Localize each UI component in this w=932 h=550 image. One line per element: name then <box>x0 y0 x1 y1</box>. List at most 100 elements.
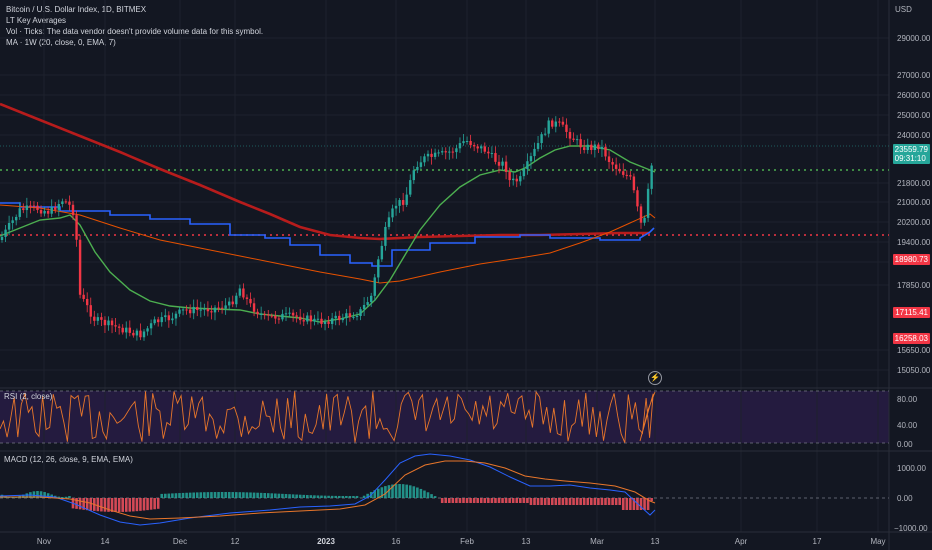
time-axis-label: 14 <box>100 537 110 546</box>
macd-histogram-bar <box>377 488 380 498</box>
candle-up <box>192 306 195 314</box>
time-axis-label: 13 <box>521 537 531 546</box>
candle-down <box>590 144 593 150</box>
price-tag-value: 16258.03 <box>894 334 928 343</box>
candle-up <box>426 153 430 157</box>
candle-up <box>96 317 100 321</box>
macd-axis-neg1000: −1000.00 <box>894 524 928 533</box>
candle-up <box>359 309 362 317</box>
price-marker-tag: 16258.03 <box>892 333 930 344</box>
lightning-icon[interactable]: ⚡ <box>648 371 662 385</box>
macd-histogram-bar <box>181 492 185 498</box>
macd-histogram-bar <box>291 494 295 498</box>
macd-histogram-bar <box>629 498 632 510</box>
candle-down <box>217 307 220 309</box>
candle-down <box>515 178 518 182</box>
indicator-lt-key-averages[interactable]: LT Key Averages <box>6 16 67 25</box>
macd-histogram-bar <box>607 498 611 505</box>
macd-histogram-bar <box>391 484 394 498</box>
candle-up <box>160 317 163 323</box>
macd-histogram-bar <box>313 495 316 498</box>
price-axis-label: 15050.00 <box>897 366 931 375</box>
candle-down <box>632 176 636 191</box>
candle-up <box>238 288 242 296</box>
candle-down <box>579 139 582 148</box>
candle-up <box>259 314 263 316</box>
candle-up <box>543 133 547 135</box>
candle-down <box>611 162 614 165</box>
candle-up <box>437 152 440 154</box>
candle-up <box>281 313 284 320</box>
macd-histogram-bar <box>156 498 160 509</box>
time-axis-label: 13 <box>650 537 660 546</box>
candle-up <box>334 315 337 319</box>
ma-orange-line <box>0 204 656 284</box>
macd-histogram-bar <box>355 495 359 498</box>
candle-up <box>593 144 597 150</box>
candle-down <box>494 153 497 162</box>
macd-histogram-bar <box>82 498 85 510</box>
macd-histogram-bar <box>462 498 465 503</box>
candle-down <box>299 316 302 321</box>
candle-down <box>231 301 234 305</box>
candle-down <box>114 325 117 327</box>
candle-up <box>57 204 60 210</box>
macd-histogram-bar <box>327 495 330 498</box>
candle-down <box>302 320 305 322</box>
rsi-line <box>0 390 656 443</box>
macd-histogram-bar <box>543 498 547 505</box>
candle-up <box>416 166 419 171</box>
indicator-volume[interactable]: Vol · Ticks: The data vendor doesn't pro… <box>6 27 264 36</box>
macd-histogram-bar <box>405 484 408 498</box>
macd-histogram-bar <box>540 498 543 505</box>
macd-histogram-bar <box>266 493 270 498</box>
macd-histogram-bar <box>124 498 128 512</box>
candle-up <box>480 146 483 149</box>
candle-down <box>614 164 618 169</box>
macd-line <box>0 453 656 526</box>
candle-up <box>125 327 128 333</box>
price-axis-label: 17850.00 <box>897 281 931 290</box>
macd-histogram-bar <box>352 495 355 498</box>
candle-down <box>469 140 472 146</box>
macd-histogram-bar <box>277 493 281 498</box>
macd-histogram-bar <box>245 492 249 498</box>
candle-up <box>462 141 465 144</box>
time-axis-label: Feb <box>460 537 474 546</box>
candle-down <box>309 315 313 322</box>
candle-down <box>568 131 572 139</box>
macd-title[interactable]: MACD (12, 26, close, 9, EMA, EMA) <box>4 455 133 464</box>
macd-histogram-bar <box>522 498 526 503</box>
candle-down <box>32 205 36 207</box>
candle-up <box>380 245 384 260</box>
rsi-title[interactable]: RSI (2, close) <box>4 392 53 401</box>
macd-histogram-bar <box>416 487 419 498</box>
price-tag-value: 18980.73 <box>894 255 928 264</box>
macd-histogram-bar <box>458 498 462 503</box>
candle-up <box>455 148 458 153</box>
symbol-title[interactable]: Bitcoin / U.S. Dollar Index, 1D, BITMEX <box>6 5 147 14</box>
time-axis-label: Nov <box>36 537 52 546</box>
candle-down <box>242 288 245 298</box>
macd-histogram-bar <box>238 492 242 498</box>
macd-histogram-bar <box>533 498 536 505</box>
currency-label[interactable]: USD <box>895 5 912 14</box>
candle-up <box>330 318 334 324</box>
price-axis-label: 24000.00 <box>897 131 931 140</box>
macd-histogram-bar <box>103 498 107 512</box>
macd-histogram-bar <box>75 498 78 509</box>
macd-histogram-bar <box>142 498 146 511</box>
candle-down <box>277 318 281 320</box>
indicator-ma[interactable]: MA · 1W (20, close, 0, EMA, 7) <box>6 38 116 47</box>
macd-histogram-bar <box>590 498 593 505</box>
candle-down <box>558 121 561 123</box>
candle-down <box>551 120 554 127</box>
candle-up <box>306 315 309 322</box>
candle-down <box>252 303 256 312</box>
candle-down <box>22 208 25 211</box>
candle-down <box>139 330 142 338</box>
time-axis-label: 2023 <box>317 537 335 546</box>
candle-down <box>430 153 433 157</box>
candle-up <box>284 313 288 315</box>
